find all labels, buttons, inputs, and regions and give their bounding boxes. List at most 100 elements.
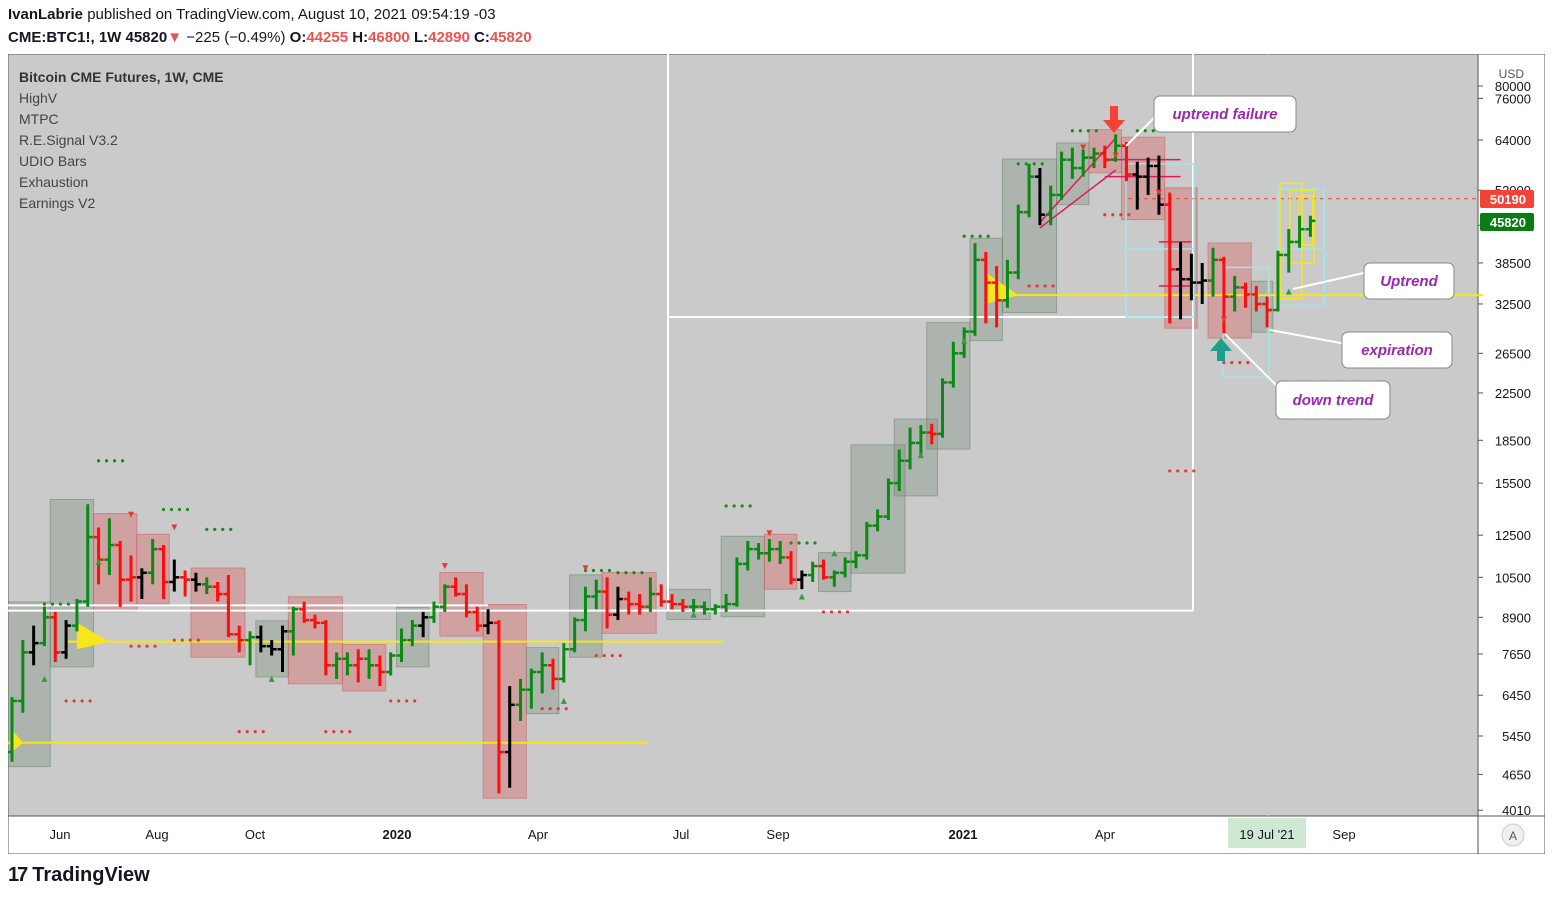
ohlc-bar <box>775 541 786 564</box>
ohlc-bar <box>493 620 504 794</box>
teal-up-arrow-icon <box>1210 338 1232 361</box>
tradingview-logo[interactable]: 17 TradingView <box>8 864 150 887</box>
ohlc-bar <box>266 640 277 656</box>
exhaustion-dots <box>42 129 1250 734</box>
price-label-red-text: 50190 <box>1490 192 1526 207</box>
exhaustion-dot <box>564 707 568 711</box>
annotation-expiration[interactable]: expiration <box>1269 329 1453 369</box>
ohlc-bar <box>612 586 623 621</box>
legend-indicator[interactable]: HighV <box>19 90 58 106</box>
time-label: Apr <box>1095 827 1116 842</box>
price-tick-label: 6450 <box>1502 688 1531 703</box>
exhaustion-dot <box>1051 284 1055 288</box>
exhaustion-dot <box>42 602 47 606</box>
ohlc-bar <box>969 243 980 336</box>
last-price: 45820 <box>125 29 168 46</box>
exhaustion-dot <box>602 653 606 658</box>
exhaustion-dot <box>196 638 200 642</box>
ohlc-bar <box>742 541 753 571</box>
ohlc-bar <box>602 577 613 629</box>
exhaustion-dot <box>591 568 596 573</box>
legend-indicator[interactable]: Earnings V2 <box>19 195 95 211</box>
exhaustion-dot <box>245 730 249 734</box>
high-label: H: <box>352 29 369 46</box>
ohlc-bar <box>223 575 234 638</box>
exhaustion-dot <box>237 730 241 734</box>
author-name[interactable]: IvanLabrie <box>8 6 84 23</box>
ohlc-bar <box>645 577 656 612</box>
ohlc-bar <box>450 577 461 597</box>
structure-line <box>985 272 1019 304</box>
exhaustion-dot <box>1246 361 1250 365</box>
annotation-down-trend[interactable]: down trend <box>1224 333 1391 420</box>
exhaustion-dot <box>397 699 401 703</box>
legend-indicator[interactable]: MTPC <box>19 111 59 127</box>
exhaustion-dot <box>172 638 176 642</box>
exhaustion-dot <box>1078 129 1082 133</box>
highlight-date-bg <box>1228 818 1306 848</box>
annotation-uptrend-failure[interactable]: uptrend failure <box>1125 95 1297 147</box>
exhaustion-dot <box>1094 129 1098 133</box>
signal-triangle-icon <box>766 530 773 537</box>
exhaustion-dot <box>413 699 417 703</box>
price-tick-label: 7650 <box>1502 647 1531 662</box>
price-chart[interactable]: Bitcoin CME Futures, 1W, CME HighV MTPC … <box>8 54 1545 854</box>
legend-indicator[interactable]: UDIO Bars <box>19 153 87 169</box>
plot-area[interactable] <box>8 54 1479 817</box>
exhaustion-dot <box>740 504 744 508</box>
price-tick-label: 4010 <box>1502 803 1531 818</box>
ohlc-bar <box>1002 259 1013 308</box>
exhaustion-dot <box>104 459 109 463</box>
exhaustion-dot <box>845 610 850 614</box>
exhaustion-dot <box>229 527 233 532</box>
price-tick-label: 4650 <box>1502 767 1531 782</box>
exhaustion-dot <box>1192 469 1196 473</box>
signal-triangle-icon <box>560 697 567 704</box>
ohlc-bar <box>861 521 872 560</box>
exhaustion-dot <box>1040 162 1044 166</box>
exhaustion-dot <box>1127 213 1131 217</box>
exhaustion-dot <box>632 571 636 575</box>
price-axis-area[interactable] <box>1477 54 1545 817</box>
annotation-uptrend[interactable]: Uptrend <box>1292 262 1455 300</box>
ohlc-bar <box>1186 253 1197 301</box>
exhaustion-dot <box>405 699 409 703</box>
exhaustion-dot <box>188 638 192 642</box>
exhaustion-dot <box>66 602 71 606</box>
ohlc-bar <box>883 478 894 521</box>
ohlc-bar <box>753 543 764 560</box>
ohlc-bar <box>656 584 667 607</box>
exhaustion-dot <box>340 730 344 734</box>
legend-indicator[interactable]: Exhaustion <box>19 174 88 190</box>
price-tick-label: 5450 <box>1502 729 1531 744</box>
ohlc-bar <box>93 527 104 585</box>
price-tick-label: 12500 <box>1495 528 1531 543</box>
auto-scale-button[interactable]: A <box>1501 823 1525 847</box>
ohlc-bar <box>1229 275 1240 312</box>
time-label: Oct <box>245 827 266 842</box>
ohlc-bar <box>1045 185 1056 226</box>
highlight-date: 19 Jul '21 <box>1239 827 1294 842</box>
legend-indicator[interactable]: R.E.Signal V3.2 <box>19 132 118 148</box>
exhaustion-dot <box>599 568 604 573</box>
price-tick-label: 76000 <box>1495 91 1531 106</box>
ohlc-bar <box>894 449 905 492</box>
time-label: Sep <box>1332 827 1355 842</box>
ohlc-bar <box>569 617 580 653</box>
symbol-label[interactable]: CME:BTC1!, 1W <box>8 29 122 46</box>
ohlc-bar <box>1164 192 1175 324</box>
legend-title[interactable]: Bitcoin CME Futures, 1W, CME <box>19 69 224 85</box>
exhaustion-dot <box>1016 162 1020 166</box>
ohlc-bar <box>580 586 591 632</box>
exhaustion-dot <box>1111 213 1115 217</box>
time-label: 2020 <box>383 827 412 842</box>
red-down-arrow-icon <box>1103 106 1125 133</box>
open-label: O: <box>289 29 307 46</box>
time-label: Sep <box>766 827 789 842</box>
signal-triangle-icon <box>1285 288 1292 295</box>
exhaustion-dot <box>1184 469 1188 473</box>
ohlc-bar <box>1132 161 1143 210</box>
tradingview-mark-icon: 17 <box>8 864 28 886</box>
ohlc-bar <box>1305 215 1316 237</box>
ohlc-bar <box>807 561 818 582</box>
